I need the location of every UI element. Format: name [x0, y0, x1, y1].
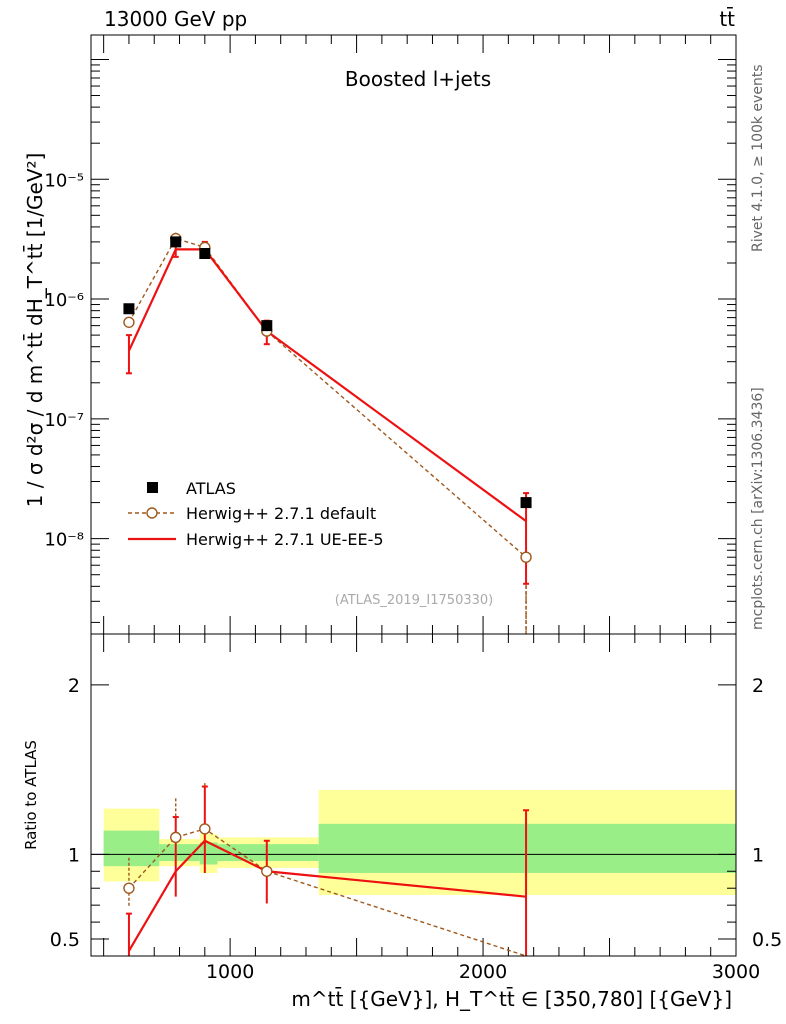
ratio-axis-ticks: 0.5 0.5 1 1 2 2 1000 2000 3000 [50, 634, 782, 983]
x-tick-label: 1000 [206, 961, 254, 983]
ratio-y-tick-label-right: 2 [752, 675, 764, 697]
main-series-layer [123, 232, 532, 634]
main-y-axis-label: 1 / σ d²σ / d m^tt̄ dH_T^tt̄ [1/GeV²] [22, 153, 47, 508]
ratio-y-tick-label-right: 0.5 [752, 929, 782, 951]
ratio-uncertainty-band-inner [217, 844, 319, 862]
x-tick-label: 2000 [459, 961, 507, 983]
x-tick-label: 3000 [712, 961, 760, 983]
y-tick-label: 10⁻⁸ [44, 530, 84, 551]
legend-label-atlas: ATLAS [186, 479, 236, 498]
legend-label-ueee5: Herwig++ 2.7.1 UE-EE-5 [186, 530, 384, 549]
legend-marker-atlas [147, 482, 158, 493]
ratio-default-marker [170, 831, 182, 844]
ratio-default-marker [261, 865, 273, 877]
ratio-y-axis-label: Ratio to ATLAS [22, 740, 40, 850]
analysis-label: (ATLAS_2019_I1750330) [335, 593, 493, 608]
ratio-y-tick-label-right: 1 [752, 844, 764, 866]
rivet-label: Rivet 4.1.0, ≥ 100k events [750, 64, 766, 252]
atlas-data-point [123, 303, 135, 315]
ratio-frame [90, 633, 737, 957]
x-axis-label: m^tt̄ [{GeV}], H_T^tt̄ ∈ [350,780] [{GeV… [291, 986, 732, 1011]
ratio-uncertainty-band-inner [318, 823, 736, 873]
default-marker [123, 316, 135, 328]
ratio-series-layer [123, 783, 530, 957]
atlas-data-point [199, 248, 211, 260]
legend: ATLAS Herwig++ 2.7.1 default Herwig++ 2.… [128, 479, 384, 549]
ratio-y-tick-label: 0.5 [50, 929, 80, 951]
y-tick-label: 10⁻⁶ [44, 290, 84, 311]
ratio-y-tick-label: 1 [68, 844, 80, 866]
atlas-data-point [261, 320, 273, 332]
ratio-y-tick-label: 2 [68, 675, 80, 697]
default-marker [520, 551, 532, 563]
y-tick-label: 10⁻⁵ [44, 170, 84, 191]
ratio-default-marker [123, 882, 135, 894]
main-axis-ticks: 10⁻⁸ 10⁻⁷ 10⁻⁶ 10⁻⁵ [44, 35, 737, 634]
y-tick-label: 10⁻⁷ [44, 410, 84, 431]
ratio-default-marker [199, 823, 211, 835]
atlas-data-point [520, 497, 532, 509]
ratio-uncertainty-band-inner [103, 830, 160, 867]
energy-label: 13000 GeV pp [104, 7, 247, 31]
mcplots-label: mcplots.cern.ch [arXiv:1306.3436] [750, 387, 766, 630]
legend-marker-default [146, 507, 158, 519]
legend-label-default: Herwig++ 2.7.1 default [186, 504, 376, 523]
process-label: tt̄ [719, 6, 735, 31]
atlas-data-point [170, 236, 182, 248]
ratio-panel [91, 789, 736, 895]
default-line [128, 237, 527, 634]
main-title: Boosted l+jets [345, 67, 491, 91]
